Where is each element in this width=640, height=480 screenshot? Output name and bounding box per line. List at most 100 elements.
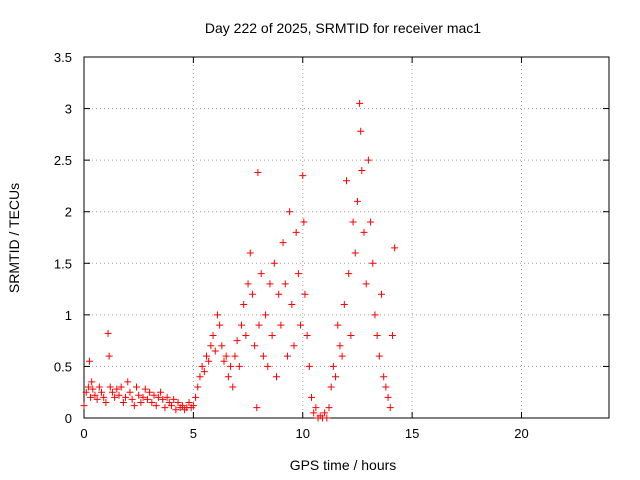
- data-point: [192, 393, 200, 401]
- data-point: [358, 166, 366, 174]
- data-point: [178, 402, 186, 410]
- data-point: [327, 383, 335, 391]
- data-point: [351, 249, 359, 257]
- y-tick-label: 2.5: [54, 153, 72, 168]
- data-point: [200, 368, 208, 376]
- data-point: [194, 383, 202, 391]
- data-point: [119, 399, 127, 407]
- data-point: [111, 393, 119, 401]
- y-tick-label: 1.5: [54, 256, 72, 271]
- x-tick-label: 20: [514, 426, 528, 441]
- data-point: [369, 259, 377, 267]
- data-point: [152, 402, 160, 410]
- data-point: [100, 393, 108, 401]
- data-point: [297, 321, 305, 329]
- data-point: [82, 388, 90, 396]
- data-point: [130, 402, 138, 410]
- data-point: [124, 378, 132, 386]
- data-point: [305, 362, 313, 370]
- data-point: [238, 321, 245, 329]
- data-point: [106, 383, 114, 391]
- data-point: [332, 373, 340, 381]
- data-point: [257, 270, 265, 278]
- y-tick-label: 3.5: [54, 50, 72, 65]
- data-point: [163, 393, 171, 401]
- axis-ticks: 0 5 10 15 20 0 0.5 1 1.5 2 2.5 3 3.5: [54, 50, 609, 441]
- data-point: [364, 156, 372, 164]
- data-point: [244, 280, 252, 288]
- data-point: [174, 399, 182, 407]
- data-point: [325, 404, 333, 412]
- data-point: [375, 352, 383, 360]
- data-point: [157, 388, 165, 396]
- data-point: [255, 321, 263, 329]
- data-point: [146, 388, 154, 396]
- data-point: [283, 352, 291, 360]
- data-point: [248, 290, 256, 298]
- data-point: [148, 399, 156, 407]
- y-tick-label: 1: [65, 308, 72, 323]
- chart-title: Day 222 of 2025, SRMTID for receiver mac…: [205, 20, 481, 36]
- data-point: [185, 399, 193, 407]
- data-point: [388, 331, 396, 339]
- data-point: [323, 414, 331, 422]
- data-point: [277, 321, 285, 329]
- data-point: [218, 342, 226, 350]
- data-point: [384, 393, 392, 401]
- data-point: [279, 239, 287, 247]
- data-point: [189, 402, 197, 410]
- data-point: [329, 362, 337, 370]
- x-tick-label: 0: [80, 426, 87, 441]
- data-point: [254, 169, 262, 177]
- data-point: [288, 301, 296, 309]
- plot-frame: [83, 56, 610, 419]
- data-point: [353, 197, 361, 205]
- data-point: [308, 393, 315, 401]
- data-point: [141, 385, 149, 393]
- data-point: [349, 218, 357, 226]
- data-point: [227, 362, 235, 370]
- data-point: [300, 218, 308, 226]
- data-point: [334, 321, 342, 329]
- data-point: [135, 391, 143, 399]
- data-point: [253, 404, 261, 412]
- data-point: [345, 270, 353, 278]
- data-point: [373, 331, 381, 339]
- data-point: [299, 172, 307, 180]
- data-point: [91, 391, 99, 399]
- data-point: [292, 228, 300, 236]
- data-point: [262, 311, 270, 319]
- data-point: [336, 342, 344, 350]
- data-point: [378, 290, 385, 298]
- data-point: [88, 378, 96, 386]
- data-point: [229, 383, 237, 391]
- data-point: [231, 352, 239, 360]
- y-tick-label: 3: [65, 102, 72, 117]
- data-point: [203, 352, 210, 360]
- data-point: [264, 362, 272, 370]
- data-point: [161, 404, 169, 412]
- data-point: [259, 352, 267, 360]
- data-point: [233, 337, 241, 345]
- y-axis-label: SRMTID / TECUs: [6, 183, 22, 293]
- data-point: [126, 388, 134, 396]
- data-point: [273, 373, 280, 381]
- data-point: [105, 352, 113, 360]
- data-point: [367, 218, 375, 226]
- data-point: [356, 99, 364, 107]
- data-point: [113, 385, 121, 393]
- data-point: [294, 270, 302, 278]
- data-point: [268, 331, 276, 339]
- data-point: [154, 393, 162, 401]
- data-point: [122, 393, 130, 401]
- data-point: [150, 391, 158, 399]
- data-point: [246, 249, 254, 257]
- data-point: [170, 395, 178, 403]
- data-point: [270, 259, 278, 267]
- data-points: [80, 99, 399, 422]
- data-point: [312, 404, 320, 412]
- data-point: [87, 393, 95, 401]
- data-point: [303, 331, 311, 339]
- data-point: [196, 373, 204, 381]
- data-point: [198, 362, 206, 370]
